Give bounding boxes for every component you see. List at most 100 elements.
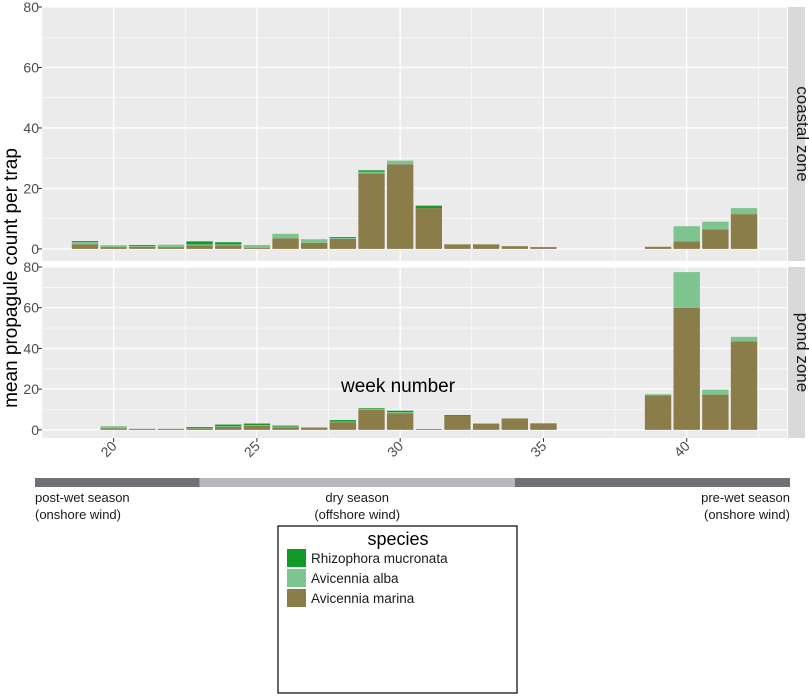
panel-coastal-zone: coastal zone	[41, 6, 809, 261]
bar-coastal-week-20-avicennia-alba	[100, 245, 127, 248]
facet-strip-label: coastal zone	[793, 86, 809, 181]
y-tick-label: 60	[23, 300, 39, 316]
bar-coastal-week-42-avicennia-marina	[730, 214, 758, 249]
season-label-pre-wet-season: pre-wet season	[701, 490, 790, 505]
bar-coastal-week-40-avicennia-marina	[673, 241, 700, 249]
bar-pond-week-40-avicennia-marina	[673, 307, 700, 430]
season-wind-dry-season: (offshore wind)	[314, 507, 400, 522]
x-tick-label: 25	[241, 438, 263, 460]
bar-coastal-week-25-avicennia-marina	[243, 247, 271, 249]
bar-pond-week-42-avicennia-alba	[730, 336, 758, 342]
legend-label: Rhizophora mucronata	[311, 551, 448, 566]
bar-coastal-week-21-avicennia-marina	[129, 246, 156, 249]
bar-coastal-week-19-rhizophora-mucronata	[71, 241, 99, 242]
bar-coastal-week-24-avicennia-alba	[215, 244, 242, 246]
x-tick-label: 30	[384, 438, 406, 460]
bar-pond-week-35-avicennia-marina	[530, 423, 557, 430]
y-tick-label: 0	[31, 241, 39, 257]
bar-coastal-week-33-avicennia-marina	[472, 244, 500, 249]
bar-pond-week-25-avicennia-alba	[243, 425, 271, 426]
bar-coastal-week-40-avicennia-alba	[673, 226, 700, 242]
bar-pond-week-26-avicennia-alba	[272, 426, 299, 428]
legend-label: Avicennia marina	[311, 591, 415, 606]
legend: species Rhizophora mucronata Avicennia al…	[277, 525, 518, 694]
bar-coastal-week-31-avicennia-marina	[415, 208, 443, 249]
legend-key-avicennia-marina	[287, 589, 306, 607]
bar-coastal-week-28-rhizophora-mucronata	[329, 237, 357, 239]
y-tick-label: 20	[23, 381, 39, 397]
bar-coastal-week-32-avicennia-marina	[444, 244, 471, 249]
bar-pond-week-42-avicennia-marina	[730, 341, 758, 430]
bar-coastal-week-26-avicennia-alba	[272, 233, 299, 239]
bar-coastal-week-23-rhizophora-mucronata	[186, 241, 213, 245]
bar-pond-week-33-avicennia-marina	[472, 423, 500, 430]
bar-pond-week-23-avicennia-alba	[186, 427, 213, 429]
facet-strip-label: pond zone	[793, 313, 809, 392]
facet-strip	[788, 7, 805, 261]
bar-coastal-week-27-avicennia-marina	[301, 242, 328, 249]
bar-coastal-week-22-avicennia-alba	[157, 244, 185, 248]
bar-pond-week-30-avicennia-marina	[386, 413, 414, 430]
bar-pond-week-39-avicennia-marina	[644, 395, 672, 430]
bar-pond-week-24-avicennia-alba	[215, 426, 242, 427]
bar-coastal-week-34-avicennia-marina	[501, 246, 528, 249]
bar-coastal-week-27-avicennia-alba	[301, 239, 328, 243]
bar-coastal-week-35-avicennia-marina	[530, 247, 557, 249]
bar-pond-week-21-avicennia-marina	[129, 428, 156, 430]
bar-coastal-week-28-avicennia-alba	[329, 238, 357, 239]
season-bar-pre-wet-season	[514, 478, 790, 487]
bar-coastal-week-25-avicennia-alba	[243, 244, 271, 248]
bar-coastal-week-22-avicennia-marina	[157, 247, 185, 249]
x-axis-title: week number	[340, 376, 456, 397]
bar-coastal-week-24-avicennia-marina	[215, 245, 242, 249]
bar-pond-week-30-avicennia-alba	[386, 412, 414, 414]
bar-coastal-week-21-avicennia-alba	[129, 245, 156, 247]
bar-coastal-week-19-avicennia-alba	[71, 241, 99, 245]
bar-coastal-week-39-avicennia-marina	[644, 246, 672, 249]
bar-pond-week-30-rhizophora-mucronata	[386, 410, 414, 413]
bar-coastal-week-29-avicennia-marina	[358, 173, 385, 249]
bar-coastal-week-21-rhizophora-mucronata	[129, 244, 156, 246]
bar-coastal-week-29-rhizophora-mucronata	[358, 170, 385, 172]
bar-pond-week-20-avicennia-alba	[100, 426, 127, 429]
bar-coastal-week-30-avicennia-alba	[386, 160, 414, 165]
legend-key-rhizophora-mucronata	[287, 549, 306, 567]
bar-pond-week-29-avicennia-alba	[358, 408, 385, 410]
bar-pond-week-28-rhizophora-mucronata	[329, 420, 357, 422]
bar-coastal-week-31-rhizophora-mucronata	[415, 205, 443, 209]
legend-title: species	[367, 529, 428, 549]
bar-coastal-week-20-avicennia-marina	[100, 247, 127, 249]
y-tick-label: 80	[23, 259, 39, 275]
bar-pond-week-27-avicennia-alba	[301, 427, 328, 429]
season-wind-pre-wet-season: (onshore wind)	[704, 507, 790, 522]
bar-pond-week-25-avicennia-marina	[243, 425, 271, 430]
bar-pond-week-29-avicennia-marina	[358, 409, 385, 430]
bar-pond-week-32-rhizophora-mucronata	[444, 414, 471, 416]
bar-pond-week-24-rhizophora-mucronata	[215, 424, 242, 427]
bar-pond-week-29-rhizophora-mucronata	[358, 408, 385, 410]
bar-coastal-week-29-avicennia-alba	[358, 171, 385, 174]
y-tick-label: 20	[23, 180, 39, 196]
bar-pond-week-28-avicennia-marina	[329, 422, 357, 430]
bar-pond-week-31-avicennia-marina	[415, 429, 443, 430]
season-bar-dry-season	[199, 478, 515, 487]
bar-coastal-week-41-avicennia-marina	[702, 229, 729, 249]
season-wind-post-wet-season: (onshore wind)	[35, 507, 121, 522]
bar-pond-week-24-avicennia-marina	[215, 426, 242, 430]
bar-coastal-week-19-avicennia-marina	[71, 244, 99, 249]
bar-pond-week-32-avicennia-marina	[444, 415, 471, 430]
bar-coastal-week-41-avicennia-alba	[702, 221, 729, 230]
panel-background	[42, 7, 787, 261]
panel-pond-zone: pond zone	[41, 266, 809, 438]
legend-key-avicennia-alba	[287, 569, 306, 587]
bar-pond-week-41-avicennia-marina	[702, 394, 729, 430]
bar-pond-week-26-avicennia-marina	[272, 427, 299, 430]
legend-label: Avicennia alba	[311, 571, 399, 586]
bar-pond-week-41-avicennia-alba	[702, 389, 729, 395]
y-axis-title: mean propagule count per trap	[1, 148, 22, 408]
x-tick-label: 40	[671, 438, 693, 460]
chart-panels: coastal zone pond zone	[41, 6, 809, 438]
bar-pond-week-26-rhizophora-mucronata	[272, 425, 299, 427]
bar-pond-week-27-avicennia-marina	[301, 427, 328, 430]
